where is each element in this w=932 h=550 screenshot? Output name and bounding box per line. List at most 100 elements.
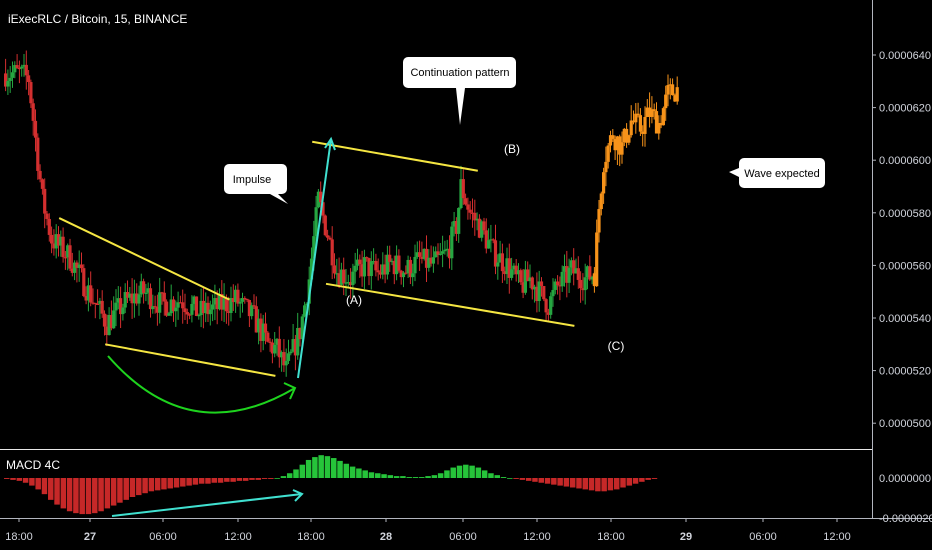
candle-body — [556, 281, 560, 286]
candle-body — [418, 252, 422, 257]
macd-bar — [463, 464, 469, 478]
candle-body — [360, 264, 364, 277]
candle-body — [411, 273, 415, 278]
candle-body — [408, 259, 412, 278]
candle-body — [54, 234, 58, 249]
macd-bar — [299, 464, 306, 478]
time-tick-label: 06:00 — [149, 531, 177, 543]
candle-body — [438, 253, 442, 255]
candle-body — [132, 293, 136, 304]
candle-body — [208, 309, 212, 315]
candle-body — [240, 298, 245, 302]
candle-body — [422, 248, 426, 259]
candle-body — [569, 260, 573, 268]
candle-body — [199, 300, 203, 316]
candle-body — [535, 286, 539, 302]
candle-body — [293, 339, 297, 356]
candle-body — [181, 302, 185, 309]
candle-body — [441, 251, 445, 254]
continuation-callout: Continuation pattern — [403, 57, 516, 125]
candle-body — [498, 253, 502, 263]
macd-bar — [167, 478, 173, 489]
candle-body — [562, 266, 567, 272]
candle-body — [17, 67, 21, 70]
candle-body — [298, 328, 302, 340]
macd-bar — [437, 473, 444, 478]
candle-body — [666, 85, 670, 95]
candle-body — [227, 311, 231, 313]
macd-bar — [173, 478, 180, 488]
candle-body — [197, 315, 201, 317]
trendline — [312, 140, 478, 172]
candle-body — [243, 298, 247, 300]
candle-body — [477, 218, 481, 238]
macd-bar — [349, 466, 356, 478]
candle-body — [544, 299, 548, 313]
candle-body — [119, 298, 123, 315]
candlestick-series — [4, 50, 596, 377]
candle-body — [576, 268, 580, 280]
candle-body — [73, 262, 77, 273]
macd-bar — [595, 478, 601, 492]
candle-body — [50, 234, 54, 244]
candle-body — [558, 285, 562, 287]
candle-body — [314, 207, 318, 237]
candle-body — [211, 304, 215, 310]
candle-body — [79, 264, 84, 269]
time-axis[interactable]: 18:00 27 06:00 12:00 18:00 28 06:00 12:00 18:00 2… — [5, 518, 851, 543]
candle-body — [217, 293, 222, 310]
price-axis[interactable]: 0.0000640 0.0000620 0.0000600 0.0000580 0.00… — [872, 50, 931, 430]
candle-body — [572, 260, 576, 274]
candle-body — [514, 265, 518, 275]
time-tick-label: 12:00 — [224, 531, 252, 543]
candle-body — [434, 251, 438, 258]
candle-body — [174, 307, 178, 312]
candle-body — [160, 292, 164, 294]
candle-body — [344, 282, 348, 284]
candle-body — [22, 64, 26, 67]
candle-body — [52, 243, 56, 249]
candle-body — [125, 292, 130, 298]
candle-body — [183, 308, 187, 313]
candle-body — [611, 135, 615, 139]
trendline — [105, 343, 276, 377]
projected-wave-series — [592, 74, 679, 293]
candle-body — [194, 296, 199, 316]
candle-body — [643, 117, 647, 134]
candle-body — [259, 318, 263, 341]
macd-tick-label: 0.0000000 — [879, 473, 931, 485]
candle-body — [250, 305, 254, 317]
candle-body — [68, 245, 72, 269]
price-tick-label: 0.0000620 — [879, 103, 931, 115]
candle-body — [284, 360, 288, 366]
price-tick-label: 0.0000520 — [879, 366, 931, 378]
candle-body — [282, 352, 286, 366]
candle-body — [629, 120, 633, 136]
candle-body — [473, 212, 477, 221]
candle-body — [319, 191, 323, 203]
candle-body — [291, 339, 295, 352]
candle-body — [482, 221, 486, 231]
candle-body — [395, 255, 399, 275]
candle-body — [277, 338, 281, 358]
candle-body — [236, 289, 240, 304]
candle-body — [176, 302, 180, 308]
candle-body — [551, 289, 555, 297]
candle-body — [521, 282, 525, 293]
candle-body — [431, 257, 435, 264]
macd-bar — [98, 478, 104, 512]
candle-body — [63, 257, 67, 259]
price-tick-label: 0.0000580 — [879, 208, 931, 220]
candle-body — [171, 299, 176, 312]
candle-body — [114, 302, 118, 311]
macd-bar — [475, 467, 482, 478]
candle-body — [652, 109, 656, 112]
candle-body — [645, 107, 649, 118]
impulse-callout: Impulse — [224, 164, 288, 204]
macd-bar — [198, 478, 205, 484]
macd-bar — [305, 459, 312, 478]
candle-body — [516, 270, 521, 275]
macd-bar — [419, 477, 425, 478]
macd-bar — [54, 478, 60, 505]
